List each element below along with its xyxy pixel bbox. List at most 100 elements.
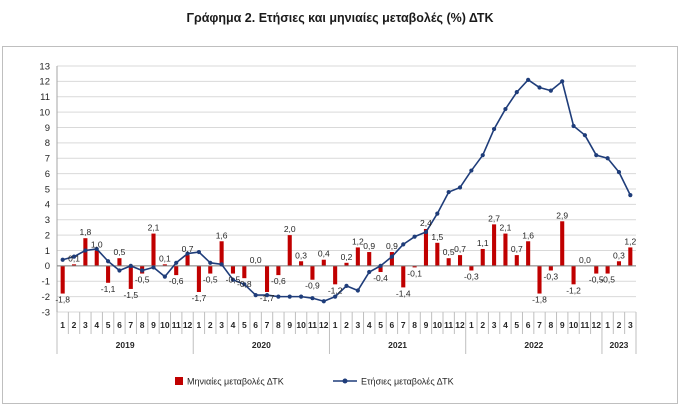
bar-data-label: 0,9 (386, 241, 398, 251)
bar-data-label: 0,1 (159, 253, 171, 263)
line-marker-annual (162, 274, 167, 279)
x-tick-label-month: 1 (605, 320, 610, 330)
y-tick-label: 5 (45, 184, 50, 195)
line-marker-annual (71, 254, 77, 259)
bar-monthly (185, 255, 190, 266)
line-marker-annual (503, 106, 508, 112)
x-tick-label-month: 3 (628, 320, 633, 330)
line-marker-annual (344, 283, 349, 288)
x-tick-label-month: 3 (83, 320, 88, 330)
bar-data-label: 0,4 (318, 249, 330, 259)
x-tick-label-year: 2019 (116, 340, 135, 350)
bar-data-label: 1,2 (624, 236, 636, 246)
bar-data-label: -1,4 (396, 288, 411, 298)
line-marker-annual (594, 153, 599, 158)
bar-monthly (276, 265, 281, 276)
bar-data-label: -0,4 (373, 273, 388, 283)
x-tick-label-month: 12 (592, 320, 602, 330)
line-annual-series (60, 77, 633, 304)
y-tick-label: 10 (39, 107, 50, 118)
line-marker-annual (333, 294, 338, 299)
bar-data-label: 0,7 (454, 244, 466, 254)
bar-monthly (378, 265, 383, 273)
line-marker-annual (287, 294, 292, 299)
x-tick-label-month: 10 (160, 320, 170, 330)
x-tick-label-month: 1 (60, 320, 65, 330)
bar-data-label: 1,5 (431, 232, 443, 242)
bar-data-label: -1,8 (532, 295, 547, 305)
bar-monthly (571, 265, 576, 285)
bar-monthly (299, 261, 304, 266)
x-tick-label-month: 7 (537, 320, 542, 330)
bar-monthly (503, 233, 508, 266)
bar-monthly (355, 247, 360, 266)
y-tick-label: 2 (45, 230, 50, 241)
y-tick-label: 11 (40, 92, 50, 103)
bar-monthly (480, 248, 485, 266)
bar-data-label: 1,2 (352, 236, 364, 246)
x-tick-label-year: 2021 (388, 340, 407, 350)
line-marker-annual (151, 265, 156, 270)
line-marker-annual (230, 277, 236, 282)
x-tick-label-month: 12 (455, 320, 465, 330)
x-tick-label-month: 6 (390, 320, 395, 330)
x-tick-label-month: 1 (333, 320, 338, 330)
line-marker-annual (378, 263, 383, 268)
x-tick-label-month: 10 (296, 320, 306, 330)
x-tick-label-month: 8 (412, 320, 417, 330)
x-tick-label-month: 5 (514, 320, 519, 330)
line-marker-annual (208, 260, 213, 265)
x-tick-label-month: 11 (308, 320, 317, 330)
x-tick-label-month: 7 (401, 320, 406, 330)
x-tick-label-month: 7 (128, 320, 133, 330)
bar-data-label: -0,5 (600, 275, 615, 285)
line-marker-annual (514, 90, 519, 95)
bar-monthly (526, 241, 531, 266)
bar-monthly (492, 224, 497, 266)
bar-data-label: -0,6 (271, 276, 286, 286)
y-tick-label: 6 (45, 169, 50, 180)
line-marker-annual (560, 79, 565, 84)
bar-data-label: 2,0 (284, 224, 296, 234)
legend-swatch-monthly (175, 377, 183, 385)
bar-data-label: 0,3 (295, 250, 307, 260)
line-marker-annual (457, 185, 463, 190)
legend: Μηνιαίες μεταβολές ΔΤΚ Ετήσιες μεταβολές… (175, 377, 454, 387)
line-marker-annual (548, 88, 553, 93)
x-tick-label-month: 12 (319, 320, 329, 330)
x-tick-label-month: 3 (492, 320, 497, 330)
line-marker-annual (367, 269, 372, 275)
bar-monthly (605, 265, 610, 274)
y-tick-label: 0 (45, 261, 50, 272)
y-tick-label: 12 (39, 77, 50, 88)
bar-data-label: 0,7 (182, 244, 194, 254)
bar-data-label: -0,5 (589, 275, 604, 285)
line-marker-annual (435, 211, 440, 216)
x-tick-label-month: 1 (197, 320, 202, 330)
line-marker-annual (253, 292, 258, 298)
bars-monthly (60, 221, 633, 294)
x-tick-label-year: 2020 (252, 340, 271, 350)
bar-monthly (128, 265, 133, 289)
line-marker-annual (60, 257, 65, 262)
x-tick-label-month: 10 (569, 320, 579, 330)
bar-monthly (151, 233, 156, 266)
line-marker-annual (480, 153, 485, 158)
x-tick-label-month: 9 (151, 320, 156, 330)
bar-monthly (628, 247, 633, 266)
y-tick-label: -3 (42, 307, 50, 318)
x-tick-label-month: 6 (117, 320, 122, 330)
line-marker-annual (276, 294, 281, 299)
bar-data-label: -0,3 (544, 271, 559, 281)
bar-monthly (287, 235, 292, 266)
bar-monthly (321, 259, 326, 266)
bar-monthly (106, 265, 111, 283)
bar-data-label: 2,7 (488, 213, 500, 223)
line-marker-annual (185, 251, 190, 256)
line-marker-annual (582, 133, 588, 138)
x-tick-label-month: 7 (265, 320, 270, 330)
bar-monthly (560, 221, 565, 266)
x-tick-label-month: 4 (503, 320, 508, 330)
